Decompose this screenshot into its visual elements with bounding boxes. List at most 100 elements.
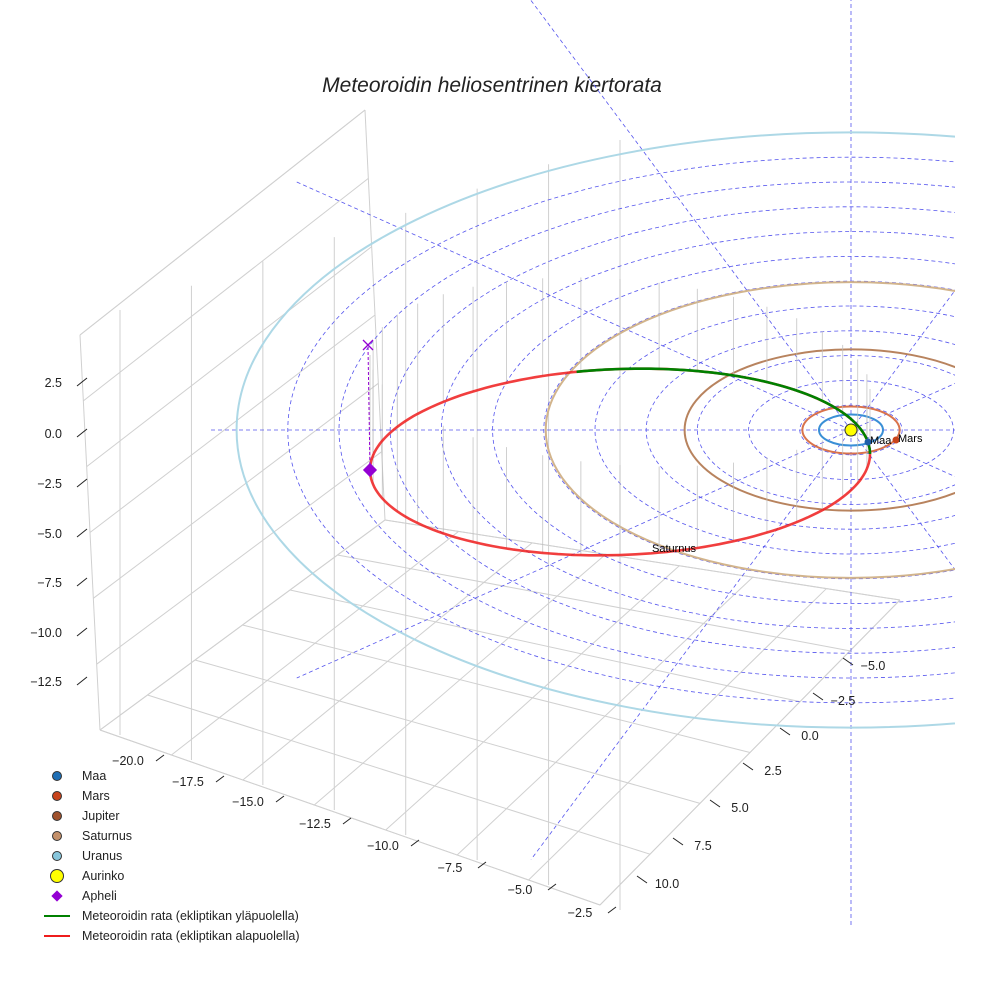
z-tick-mark bbox=[76, 676, 88, 686]
legend-label: Mars bbox=[82, 789, 110, 803]
legend-label: Meteoroidin rata (ekliptikan alapuolella… bbox=[82, 929, 300, 943]
y-tick-label: 2.5 bbox=[764, 764, 781, 778]
legend-label: Meteoroidin rata (ekliptikan yläpuolella… bbox=[82, 909, 299, 923]
grid-line bbox=[83, 177, 369, 402]
y-tick-label: −5.0 bbox=[861, 659, 886, 673]
y-tick-mark bbox=[779, 727, 791, 736]
legend-dot-icon bbox=[40, 791, 74, 801]
x-tick-mark bbox=[155, 754, 165, 762]
x-tick-mark bbox=[547, 883, 557, 891]
orbit-uranus bbox=[235, 131, 955, 729]
grid-line bbox=[79, 109, 366, 336]
planet-marker-mars bbox=[892, 436, 900, 444]
legend-dot-icon bbox=[40, 851, 74, 861]
aphelion-projection-x-icon bbox=[362, 339, 374, 351]
y-tick-label: −2.5 bbox=[831, 694, 856, 708]
legend-sun-icon bbox=[40, 869, 74, 883]
y-tick-mark bbox=[742, 762, 754, 771]
grid-line bbox=[147, 694, 651, 855]
legend-label: Apheli bbox=[82, 889, 117, 903]
x-tick-mark bbox=[215, 775, 225, 783]
grid-line bbox=[337, 554, 851, 652]
z-tick-label: 2.5 bbox=[45, 376, 62, 390]
y-tick-mark bbox=[709, 799, 721, 808]
x-tick-label: −10.0 bbox=[367, 839, 399, 853]
orbit-jupiter bbox=[683, 348, 955, 512]
x-tick-label: −12.5 bbox=[299, 817, 331, 831]
orbit-maa bbox=[818, 413, 884, 447]
grid-line bbox=[384, 519, 901, 601]
z-tick-mark bbox=[76, 528, 88, 538]
z-tick-label: −5.0 bbox=[37, 527, 62, 541]
legend: Maa Mars Jupiter Saturnus Uranus Aurinko Aphel… bbox=[40, 766, 299, 946]
legend-label: Uranus bbox=[82, 849, 123, 863]
z-tick-label: −10.0 bbox=[30, 626, 62, 640]
grid-line bbox=[89, 314, 376, 533]
z-tick-mark bbox=[76, 627, 88, 637]
x-tick-mark bbox=[477, 861, 487, 869]
legend-label: Saturnus bbox=[82, 829, 133, 843]
grid-line bbox=[96, 451, 382, 665]
orbit-mars bbox=[801, 405, 901, 455]
grid-line bbox=[242, 624, 751, 753]
x-tick-label: −2.5 bbox=[568, 906, 593, 920]
legend-item: Aurinko bbox=[40, 866, 299, 886]
polar-grid-circle bbox=[389, 206, 955, 654]
y-tick-label: 7.5 bbox=[694, 839, 711, 853]
grid-line bbox=[289, 589, 801, 703]
plot-area: Maa Mars Saturnus bbox=[211, 0, 955, 926]
aphelion-marker bbox=[362, 462, 378, 478]
grid-line bbox=[86, 246, 372, 468]
z-tick-label: −7.5 bbox=[37, 576, 62, 590]
y-tick-mark bbox=[636, 875, 648, 884]
legend-item: Meteoroidin rata (ekliptikan yläpuolella… bbox=[40, 906, 299, 926]
legend-dot-icon bbox=[40, 831, 74, 841]
x-tick-label: −20.0 bbox=[112, 754, 144, 768]
planet-label-saturnus: Saturnus bbox=[652, 543, 697, 555]
y-tick-label: 5.0 bbox=[731, 801, 748, 815]
legend-line-icon bbox=[40, 935, 74, 937]
legend-label: Jupiter bbox=[82, 809, 120, 823]
z-tick-mark bbox=[76, 577, 88, 587]
z-tick-label: −2.5 bbox=[37, 477, 62, 491]
legend-line-icon bbox=[40, 915, 74, 917]
legend-dot-icon bbox=[40, 771, 74, 781]
z-tick-label: −12.5 bbox=[30, 675, 62, 689]
grid-line bbox=[194, 659, 701, 804]
sun-marker bbox=[844, 423, 858, 437]
legend-item: Maa bbox=[40, 766, 299, 786]
legend-diamond-icon bbox=[40, 890, 74, 902]
y-tick-mark bbox=[672, 837, 684, 846]
legend-dot-icon bbox=[40, 811, 74, 821]
planet-label-mars: Mars bbox=[898, 433, 923, 445]
x-tick-mark bbox=[607, 906, 617, 914]
legend-label: Aurinko bbox=[82, 869, 125, 883]
x-tick-label: −17.5 bbox=[172, 775, 204, 789]
x-tick-label: −5.0 bbox=[508, 883, 533, 897]
legend-item: Mars bbox=[40, 786, 299, 806]
x-tick-mark bbox=[275, 795, 285, 803]
grid-line bbox=[99, 729, 601, 906]
legend-item: Uranus bbox=[40, 846, 299, 866]
x-tick-mark bbox=[342, 817, 352, 825]
x-tick-label: −15.0 bbox=[232, 795, 264, 809]
legend-item: Jupiter bbox=[40, 806, 299, 826]
aphelion-projection-line bbox=[367, 346, 371, 471]
x-tick-mark bbox=[410, 839, 420, 847]
legend-label: Maa bbox=[82, 769, 107, 783]
y-tick-mark bbox=[842, 657, 854, 666]
z-tick-mark bbox=[76, 428, 88, 438]
y-tick-label: 0.0 bbox=[801, 729, 818, 743]
legend-item: Saturnus bbox=[40, 826, 299, 846]
chart-title: Meteoroidin heliosentrinen kiertorata bbox=[322, 74, 662, 97]
z-tick-label: 0.0 bbox=[45, 427, 62, 441]
z-tick-mark bbox=[76, 377, 88, 387]
z-tick-mark bbox=[76, 478, 88, 488]
x-tick-label: −7.5 bbox=[438, 861, 463, 875]
orbit-saturnus bbox=[544, 281, 955, 579]
grid-line bbox=[93, 382, 379, 599]
polar-grid-circle bbox=[287, 156, 955, 704]
meteoroid-orbit-above bbox=[576, 367, 872, 455]
planet-label-maa: Maa bbox=[870, 435, 892, 447]
